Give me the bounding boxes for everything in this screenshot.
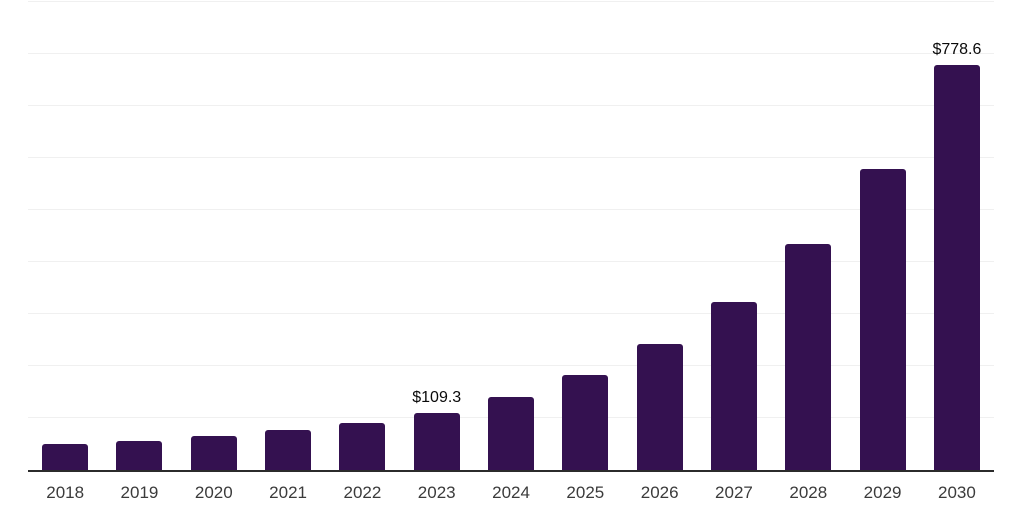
bar-slot-2022 [325, 2, 399, 470]
value-label-2030: $778.6 [932, 41, 982, 59]
x-tick-2018: 2018 [46, 483, 85, 502]
x-tick-2028: 2028 [789, 483, 828, 502]
bars-row: $109.3 $778.6 [28, 2, 994, 470]
bar-slot-2020 [177, 2, 251, 470]
plot-area: $109.3 $778.6 [28, 1, 994, 472]
bar-2026[interactable] [636, 343, 683, 470]
bar-2018[interactable] [42, 444, 89, 470]
x-tick-2023: 2023 [417, 483, 456, 502]
bar-slot-2029 [845, 2, 919, 470]
bar-slot-2018 [28, 2, 102, 470]
x-tick-2019: 2019 [120, 483, 159, 502]
bar-2021[interactable] [265, 430, 312, 470]
bar-slot-2028 [771, 2, 845, 470]
bar-2022[interactable] [339, 423, 386, 470]
gridline-300 [28, 313, 994, 314]
bar-2029[interactable] [859, 169, 906, 470]
gridline-500 [28, 209, 994, 210]
x-axis-labels: 2018 2019 2020 2021 2022 2023 2024 2025 2026 2027… [28, 483, 994, 503]
x-tick-2030: 2030 [937, 483, 976, 502]
bar-2020[interactable] [190, 436, 237, 470]
bar-2027[interactable] [710, 301, 757, 470]
gridline-900 [28, 1, 994, 2]
x-tick-2021: 2021 [269, 483, 307, 502]
value-label-2023: $109.3 [412, 389, 462, 407]
bar-slot-2027 [697, 2, 771, 470]
x-tick-2026: 2026 [640, 483, 679, 502]
gridline-600 [28, 157, 994, 158]
gridline-400 [28, 261, 994, 262]
x-tick-2025: 2025 [566, 483, 605, 502]
bar-slot-2023: $109.3 [400, 2, 474, 470]
bar-slot-2025 [548, 2, 622, 470]
x-tick-2020: 2020 [194, 483, 233, 502]
bar-2025[interactable] [562, 375, 609, 470]
x-tick-2022: 2022 [343, 483, 382, 502]
bar-2023[interactable] [413, 413, 460, 470]
bar-2019[interactable] [116, 440, 163, 470]
bar-slot-2030: $778.6 [920, 2, 994, 470]
gridline-700 [28, 105, 994, 106]
gridline-800 [28, 53, 994, 54]
bar-slot-2019 [102, 2, 176, 470]
bar-slot-2024 [474, 2, 548, 470]
bar-slot-2021 [251, 2, 325, 470]
x-tick-2029: 2029 [863, 483, 902, 502]
x-tick-2024: 2024 [492, 483, 530, 502]
bar-2024[interactable] [488, 397, 535, 470]
gridline-200 [28, 365, 994, 366]
bar-2030[interactable] [933, 65, 980, 470]
bar-slot-2026 [623, 2, 697, 470]
bar-2028[interactable] [785, 243, 832, 470]
x-tick-2027: 2027 [715, 483, 753, 502]
